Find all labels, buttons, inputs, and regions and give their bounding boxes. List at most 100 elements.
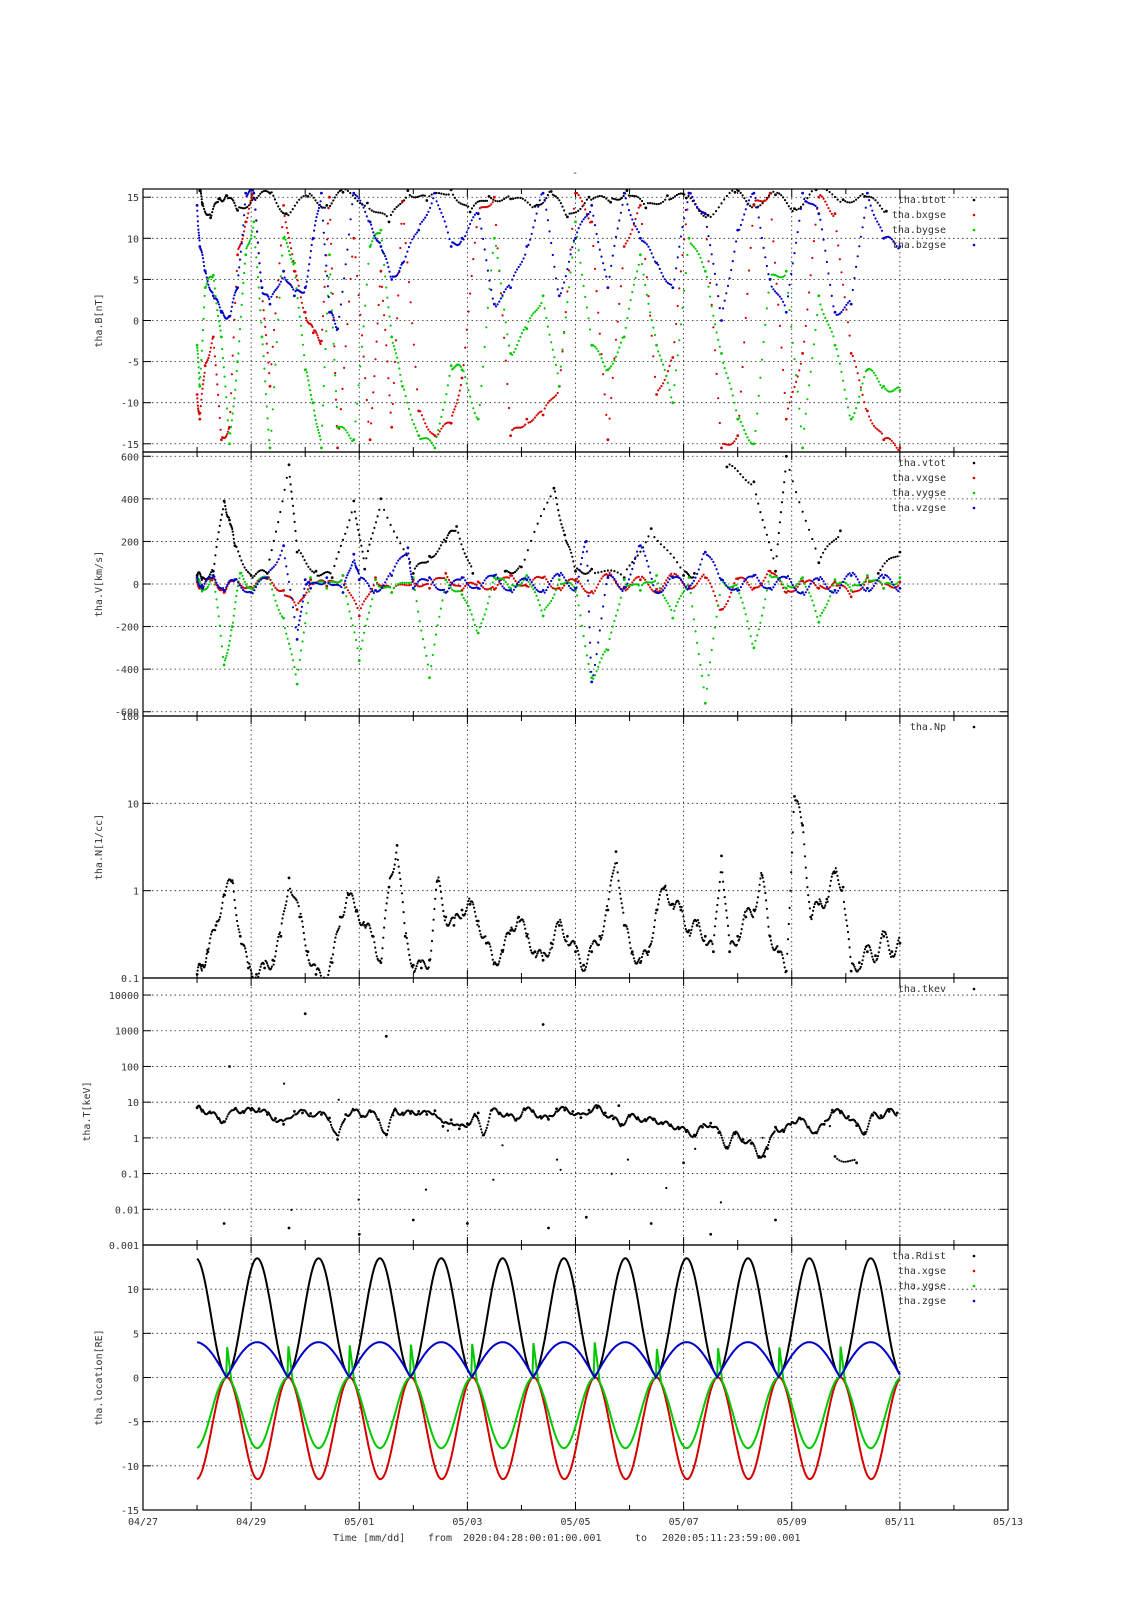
- data-point-tha.vzgse: [848, 572, 851, 575]
- data-point-tha.bygse: [217, 314, 220, 318]
- data-point-tha.Np: [703, 934, 707, 938]
- data-point-tha.vtot: [235, 545, 238, 549]
- data-point-tha.bzgse: [649, 248, 652, 251]
- data-point-tha.bzgse: [383, 252, 386, 255]
- data-point-tha.Np: [574, 950, 577, 954]
- legend-marker-tha.bzgse: [972, 243, 976, 247]
- data-point-tha.bzgse: [764, 256, 767, 259]
- data-point-tha.bygse: [613, 359, 616, 362]
- data-point-tha.bygse: [665, 375, 668, 378]
- data-point-tha.vtot: [287, 463, 291, 467]
- data-point-tha.bxgse: [300, 301, 303, 304]
- data-point-tha.vygse: [361, 639, 364, 642]
- data-point-tha.vxgse: [279, 589, 282, 593]
- data-point-tha.Np: [741, 923, 744, 926]
- data-point-tha.bzgse: [777, 293, 780, 296]
- data-point-tha.bzgse: [842, 308, 845, 311]
- data-point-tha.btot: [399, 202, 402, 206]
- data-point-tha.bzgse: [332, 316, 335, 319]
- data-point-tha.bygse: [689, 242, 692, 245]
- data-point-tha.vygse: [851, 584, 854, 587]
- data-point-tha.vygse: [595, 670, 598, 673]
- data-point-tha.vtot: [822, 551, 825, 554]
- data-point-tha.bxgse: [506, 382, 509, 386]
- data-point-tha.bygse: [368, 245, 372, 248]
- data-point-tha.btot: [876, 201, 879, 204]
- data-point-tha.bxgse: [441, 425, 445, 428]
- data-point-tha.btot: [540, 203, 543, 206]
- data-point-tha.Np: [353, 901, 356, 904]
- data-point-tha.vtot: [339, 544, 342, 548]
- data-point-tha.vxgse: [757, 585, 760, 588]
- data-point-tha.bygse: [221, 357, 225, 360]
- data-point-tha.btot: [203, 210, 206, 213]
- data-point-tha.vtot: [505, 569, 508, 573]
- data-point-tha.vzgse: [885, 574, 889, 577]
- data-point-tha.Np: [770, 943, 773, 946]
- data-point-tha.bygse: [403, 388, 406, 391]
- data-point-tha.bxgse: [869, 419, 872, 422]
- data-point-tha.bzgse: [283, 276, 286, 279]
- data-point-tha.bygse: [816, 313, 819, 317]
- data-point-tha.Np: [345, 896, 348, 899]
- data-point-tha.vzgse: [506, 589, 509, 592]
- data-point-tha.Np: [798, 806, 801, 809]
- data-point-tha.vzgse: [300, 605, 303, 609]
- data-point-tha.vtot: [584, 572, 587, 576]
- data-point-tha.btot: [200, 198, 203, 201]
- data-point-tha.bygse: [532, 312, 535, 315]
- data-point-tha.Np: [298, 915, 302, 919]
- data-point-tha.bxgse: [334, 371, 337, 375]
- data-point-tha.Np: [884, 931, 887, 934]
- data-point-tha.Np: [598, 934, 602, 938]
- data-point-tha.vzgse: [221, 587, 225, 590]
- data-point-tha.bzgse: [655, 261, 658, 265]
- data-point-tha.bzgse: [733, 250, 736, 253]
- data-point-tha.bzgse: [275, 287, 278, 290]
- data-point-tha.vygse: [532, 588, 535, 591]
- data-point-tha.bygse: [400, 380, 403, 383]
- data-point-tha.bygse: [618, 346, 621, 349]
- data-point-tha.vygse: [624, 583, 627, 586]
- data-point-tha.vygse: [777, 576, 780, 580]
- data-point-tha.bzgse: [590, 204, 594, 207]
- data-point-tha.Np: [841, 889, 844, 892]
- data-point-tha.vygse: [535, 594, 538, 597]
- data-point-tha.bygse: [793, 357, 796, 361]
- data-point-tha.bzgse: [232, 297, 235, 300]
- data-point-tha.bygse: [806, 398, 809, 401]
- data-point-tha.vtot: [281, 500, 284, 503]
- data-point-tha.vzgse: [580, 556, 584, 560]
- data-point-tha.bzgse: [760, 236, 764, 240]
- data-point-tha.bzgse: [796, 231, 799, 234]
- data-point-tha.bzgse: [783, 304, 786, 307]
- data-point-tha.vxgse: [649, 586, 652, 589]
- data-point-tha.Np: [829, 879, 833, 882]
- data-point-tha.bxgse: [321, 328, 324, 331]
- data-point-tha.bxgse: [799, 362, 803, 365]
- data-point-tha.vygse: [399, 582, 402, 585]
- data-point-tha.vtot: [896, 555, 899, 558]
- data-point-tha.bzgse: [429, 206, 432, 209]
- data-point-tha.vygse: [306, 601, 309, 604]
- data-point-tha.bzgse: [671, 286, 675, 289]
- data-point-tha.vygse: [819, 614, 822, 617]
- data-point-tha.vygse: [598, 661, 601, 664]
- y-tick-label: -200: [115, 623, 139, 634]
- data-point-tha.bygse: [346, 431, 349, 434]
- data-point-tha.Np: [572, 940, 576, 943]
- data-point-tha.bygse: [696, 250, 699, 253]
- data-point-tha.Np: [881, 930, 884, 933]
- data-point-tha.Np: [811, 913, 814, 917]
- data-point-tha.btot: [598, 194, 601, 198]
- data-point-tha.btot: [675, 193, 679, 197]
- data-point-tha.Np: [541, 954, 544, 958]
- data-point-tha.vxgse: [357, 614, 361, 618]
- data-point-tha.bzgse: [585, 214, 589, 217]
- data-point-tha.vxgse: [584, 589, 587, 593]
- data-point-tha.bygse: [265, 405, 268, 408]
- data-point-tha.btot: [296, 201, 299, 204]
- data-point-tha.bygse: [741, 424, 744, 427]
- data-point-tha.vzgse: [259, 578, 262, 581]
- data-point-tha.vygse: [696, 641, 699, 645]
